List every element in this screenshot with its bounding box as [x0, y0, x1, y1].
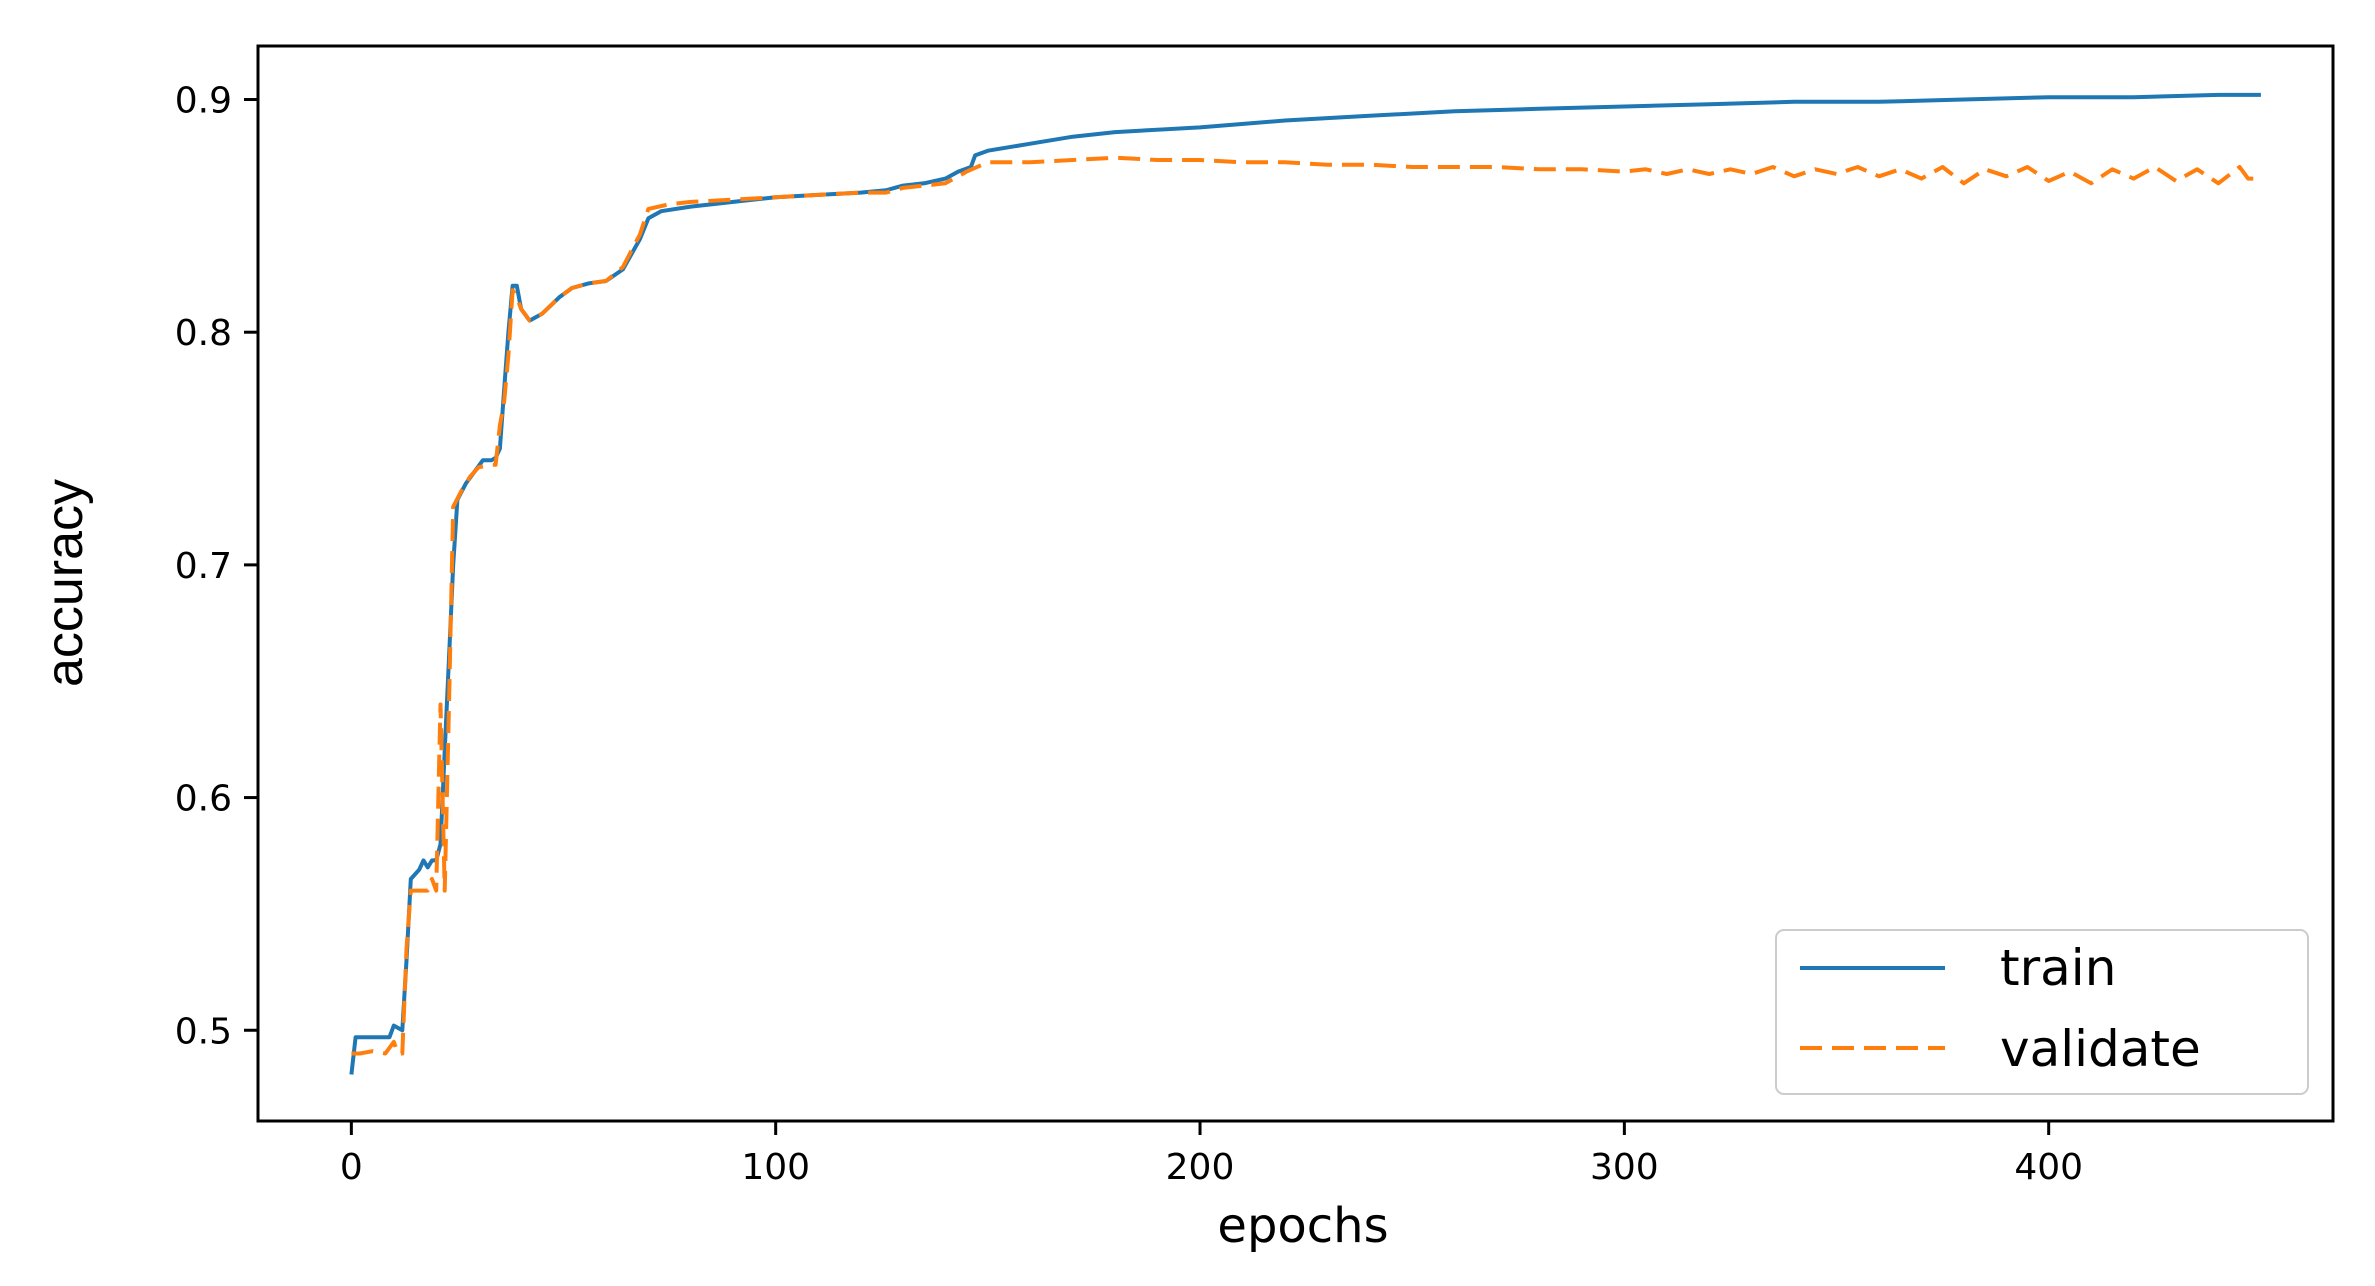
- x-tick-label: 0: [340, 1147, 363, 1188]
- y-tick-label: 0.9: [175, 81, 232, 122]
- plot-frame: [256, 44, 2335, 1123]
- y-tick-label: 0.7: [175, 546, 232, 587]
- y-tick-label: 0.5: [175, 1011, 232, 1052]
- x-tick-label: 200: [1166, 1147, 1235, 1188]
- x-tick-label: 300: [1590, 1147, 1659, 1188]
- y-tick-label: 0.6: [175, 779, 232, 820]
- x-tick-label: 400: [2014, 1147, 2083, 1188]
- plot-lines: [349, 92, 2261, 1075]
- y-axis-label: accuracy: [36, 479, 94, 687]
- legend-box: [1775, 929, 2309, 1095]
- x-axis-label: epochs: [1217, 1198, 1388, 1254]
- legend: train validate: [1775, 929, 2309, 1095]
- x-axis-ticks: 0 100 200 300 400: [340, 1121, 2083, 1188]
- legend-label-validate: validate: [2000, 1020, 2201, 1078]
- x-tick-label: 100: [741, 1147, 810, 1188]
- y-tick-label: 0.8: [175, 313, 232, 354]
- legend-label-train: train: [2000, 939, 2116, 997]
- y-axis-ticks: 0.5 0.6 0.7 0.8 0.9: [175, 81, 258, 1052]
- series-line-validate: [351, 155, 2261, 1056]
